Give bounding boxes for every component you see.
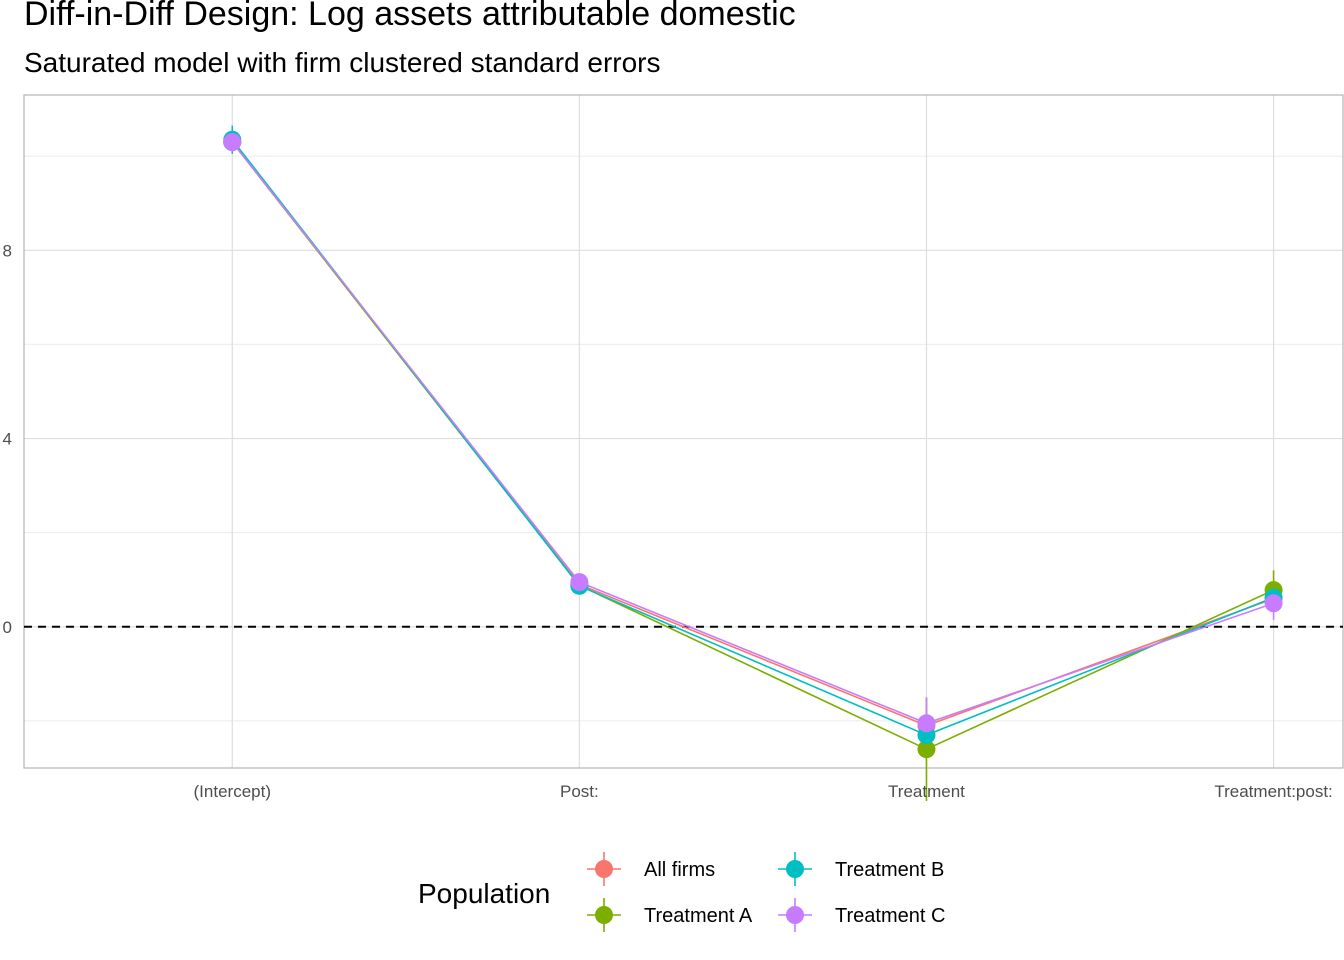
x-tick-label: (Intercept): [194, 782, 271, 801]
data-point: [570, 573, 589, 592]
legend-label: Treatment A: [644, 905, 753, 927]
series-line: [231, 139, 1274, 736]
panel-border: [23, 94, 1344, 769]
series-line: [231, 141, 1274, 727]
legend-label: All firms: [644, 859, 715, 881]
legend-key-point: [786, 906, 804, 924]
legend-item: Treatment A: [587, 898, 753, 932]
legend-label: Treatment C: [835, 905, 945, 927]
legend-key-point: [786, 860, 804, 878]
data-point: [223, 133, 242, 152]
grid: [24, 95, 1343, 768]
chart-title: Diff-in-Diff Design: Log assets attribut…: [24, 0, 796, 33]
x-tick-label: Post:: [560, 782, 599, 801]
data-point: [1264, 594, 1283, 613]
x-tick-label: Treatment: [888, 782, 965, 801]
data-point: [917, 714, 936, 733]
series-layer: [223, 125, 1283, 801]
y-tick-label: 0: [3, 618, 12, 637]
legend-label: Treatment B: [835, 859, 944, 881]
x-axis-ticks: (Intercept) Post: Treatment Treatment:post:: [194, 782, 1333, 801]
chart-subtitle: Saturated model with firm clustered stan…: [24, 47, 661, 78]
data-point: [917, 740, 936, 759]
legend-item: All firms: [587, 852, 715, 886]
legend-title: Population: [418, 878, 550, 909]
legend-item: Treatment C: [778, 898, 945, 932]
legend: Population All firms Treatment A Treatment…: [418, 852, 945, 932]
legend-key-point: [595, 906, 613, 924]
legend-key-point: [595, 860, 613, 878]
legend-item: Treatment B: [778, 852, 944, 886]
x-tick-label: Treatment:post:: [1214, 782, 1332, 801]
y-axis-ticks: 0 4 8: [3, 241, 12, 637]
y-tick-label: 8: [3, 241, 12, 260]
series-line: [231, 141, 1274, 725]
y-tick-label: 4: [3, 430, 12, 449]
